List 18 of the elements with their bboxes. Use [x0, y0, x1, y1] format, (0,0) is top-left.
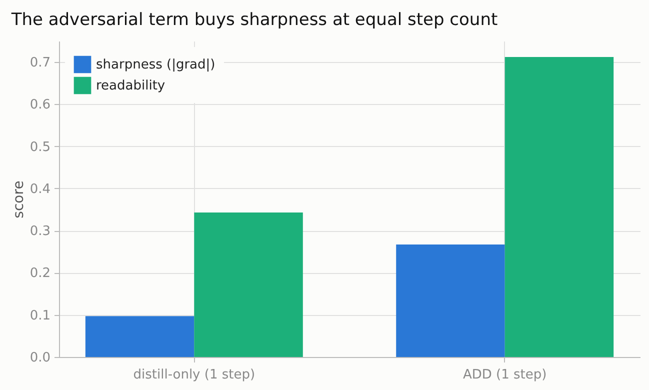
y-tick-label: 0.0: [30, 350, 50, 366]
bar: [85, 316, 194, 357]
bar: [396, 244, 505, 357]
legend-label: sharpness (|grad|): [96, 58, 216, 72]
y-tick-label: 0.2: [30, 266, 50, 282]
y-tick-label: 0.7: [30, 56, 50, 71]
bar: [194, 212, 303, 357]
y-axis-title: score: [10, 180, 27, 218]
legend-label: readability: [96, 78, 166, 94]
x-tick-label: ADD (1 step): [462, 368, 547, 382]
x-tick-label: distill-only (1 step): [133, 368, 256, 382]
y-tick-label: 0.1: [30, 308, 50, 324]
y-tick-label: 0.4: [30, 182, 50, 197]
y-tick-label: 0.6: [30, 98, 50, 113]
y-tick-label: 0.3: [30, 224, 50, 240]
chart-title: The adversarial term buys sharpness at equal step count: [10, 10, 498, 30]
bar: [504, 57, 614, 357]
y-tick-label: 0.5: [30, 140, 50, 155]
